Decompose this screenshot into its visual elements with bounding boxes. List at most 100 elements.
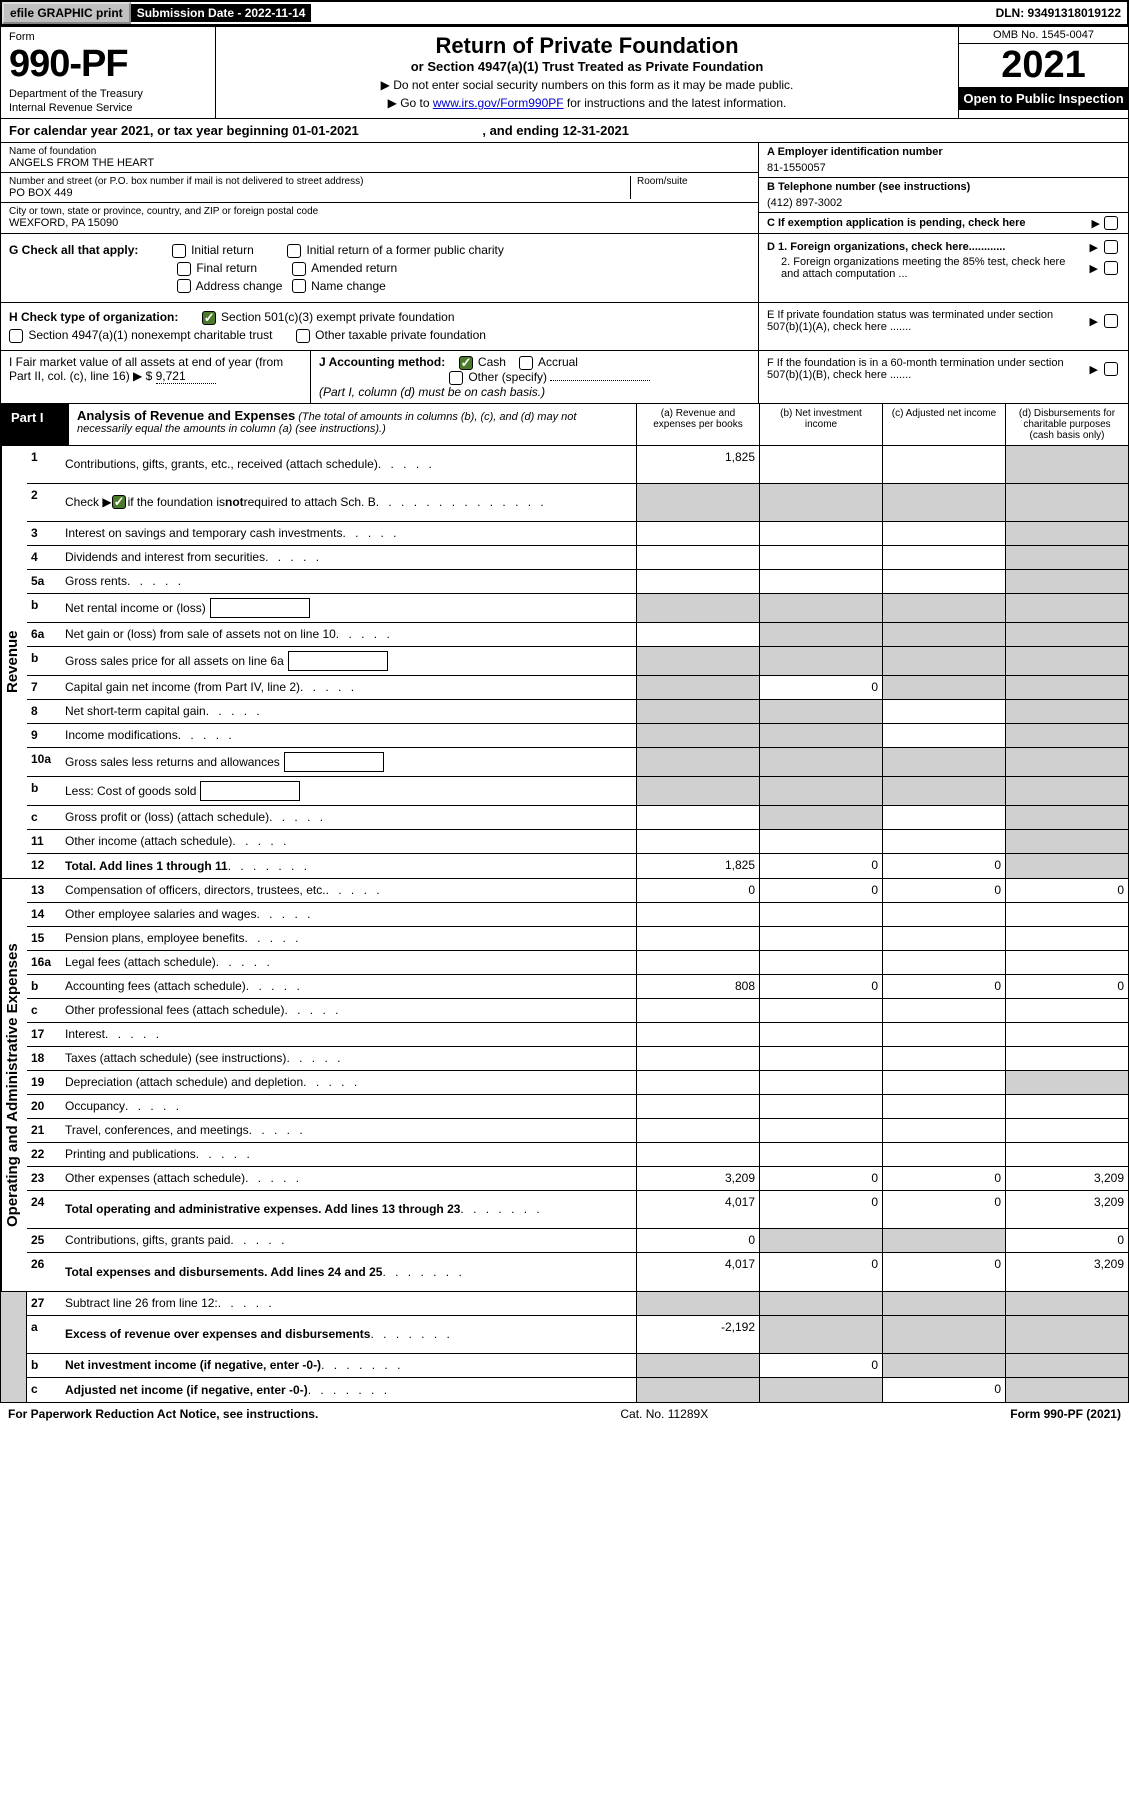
cell-c: [882, 570, 1005, 593]
f-checkbox[interactable]: [1104, 362, 1118, 376]
cell-b: [759, 748, 882, 776]
page-footer: For Paperwork Reduction Act Notice, see …: [0, 1403, 1129, 1425]
cell-a: [636, 1378, 759, 1402]
cell-d: [1005, 1119, 1128, 1142]
c-checkbox[interactable]: [1104, 216, 1118, 230]
cell-b: [759, 830, 882, 853]
line-number: b: [27, 777, 63, 805]
arrow-icon: ▶: [1092, 217, 1100, 230]
address-change-checkbox[interactable]: [177, 279, 191, 293]
cell-c: [882, 903, 1005, 926]
irs-link[interactable]: www.irs.gov/Form990PF: [433, 96, 564, 110]
e-checkbox[interactable]: [1104, 314, 1118, 328]
efile-print-button[interactable]: efile GRAPHIC print: [2, 2, 131, 24]
line-number: c: [27, 806, 63, 829]
j-cash-checkbox[interactable]: [459, 356, 473, 370]
col-c-head: (c) Adjusted net income: [882, 404, 1005, 445]
j-accrual-checkbox[interactable]: [519, 356, 533, 370]
cell-c: [882, 546, 1005, 569]
form-number: 990-PF: [9, 43, 207, 86]
cell-d: [1005, 623, 1128, 646]
cell-a: [636, 1292, 759, 1315]
d1-checkbox[interactable]: [1104, 240, 1118, 254]
amended-checkbox[interactable]: [292, 262, 306, 276]
cell-a: [636, 748, 759, 776]
cell-b: [759, 546, 882, 569]
cell-c: [882, 927, 1005, 950]
cell-a: [636, 484, 759, 521]
cell-c: [882, 806, 1005, 829]
line-desc: Net short-term capital gain . . . . .: [63, 700, 636, 723]
cell-c: [882, 1316, 1005, 1353]
bottom-section: 27Subtract line 26 from line 12: . . . .…: [0, 1292, 1129, 1403]
cell-d: [1005, 570, 1128, 593]
table-row: 3Interest on savings and temporary cash …: [27, 522, 1128, 546]
line-number: 19: [27, 1071, 63, 1094]
h-4947-checkbox[interactable]: [9, 329, 23, 343]
cell-c: [882, 1071, 1005, 1094]
h-501c3-checkbox[interactable]: [202, 311, 216, 325]
table-row: cGross profit or (loss) (attach schedule…: [27, 806, 1128, 830]
cell-c: [882, 1229, 1005, 1252]
h-other-checkbox[interactable]: [296, 329, 310, 343]
line-desc: Adjusted net income (if negative, enter …: [63, 1378, 636, 1402]
cell-d: [1005, 748, 1128, 776]
line-number: c: [27, 1378, 63, 1402]
initial-former-checkbox[interactable]: [287, 244, 301, 258]
cell-c: [882, 676, 1005, 699]
initial-return-checkbox[interactable]: [172, 244, 186, 258]
cell-d: [1005, 1023, 1128, 1046]
cell-b: [759, 1143, 882, 1166]
table-row: 1Contributions, gifts, grants, etc., rec…: [27, 446, 1128, 484]
h-label: H Check type of organization:: [9, 310, 178, 324]
footer-center: Cat. No. 11289X: [620, 1407, 708, 1421]
line-desc: Total expenses and disbursements. Add li…: [63, 1253, 636, 1291]
name-change-checkbox[interactable]: [292, 279, 306, 293]
cell-a: 3,209: [636, 1167, 759, 1190]
j-accrual-label: Accrual: [538, 355, 578, 369]
cell-b: [759, 1095, 882, 1118]
dln: DLN: 93491318019122: [990, 4, 1127, 22]
final-return-checkbox[interactable]: [177, 262, 191, 276]
cell-a: [636, 1071, 759, 1094]
cell-b: [759, 700, 882, 723]
line-desc: Depreciation (attach schedule) and deple…: [63, 1071, 636, 1094]
cell-c: 0: [882, 1167, 1005, 1190]
cell-a: [636, 570, 759, 593]
cell-a: 4,017: [636, 1191, 759, 1228]
ij-row: I Fair market value of all assets at end…: [0, 351, 1129, 404]
instr2-pre: ▶ Go to: [388, 96, 433, 110]
line-number: 9: [27, 724, 63, 747]
cell-a: [636, 1119, 759, 1142]
schb-checkbox[interactable]: [112, 495, 126, 509]
cell-c: [882, 830, 1005, 853]
checks-grid-g: G Check all that apply: Initial return I…: [0, 234, 1129, 303]
omb-number: OMB No. 1545-0047: [959, 27, 1128, 44]
cell-a: [636, 546, 759, 569]
arrow-icon: ▶: [1090, 241, 1098, 254]
line-number: 20: [27, 1095, 63, 1118]
cell-d: [1005, 903, 1128, 926]
cal-end: 12-31-2021: [563, 123, 630, 138]
expenses-section: Operating and Administrative Expenses 13…: [0, 879, 1129, 1292]
form-subtitle: or Section 4947(a)(1) Trust Treated as P…: [222, 59, 952, 74]
cell-a: -2,192: [636, 1316, 759, 1353]
table-row: 26Total expenses and disbursements. Add …: [27, 1253, 1128, 1291]
cell-d: [1005, 1095, 1128, 1118]
line-number: 11: [27, 830, 63, 853]
cell-a: [636, 1023, 759, 1046]
line-number: b: [27, 975, 63, 998]
irs-label: Internal Revenue Service: [9, 102, 207, 114]
cell-b: [759, 1292, 882, 1315]
cell-d: [1005, 951, 1128, 974]
cell-d: 0: [1005, 879, 1128, 902]
line-number: 17: [27, 1023, 63, 1046]
j-other-checkbox[interactable]: [449, 371, 463, 385]
line-desc: Gross sales less returns and allowances: [63, 748, 636, 776]
cell-a: [636, 1354, 759, 1377]
cell-c: [882, 484, 1005, 521]
table-row: 8Net short-term capital gain . . . . .: [27, 700, 1128, 724]
g-label: G Check all that apply:: [9, 243, 138, 257]
d2-checkbox[interactable]: [1104, 261, 1118, 275]
table-row: 14Other employee salaries and wages . . …: [27, 903, 1128, 927]
